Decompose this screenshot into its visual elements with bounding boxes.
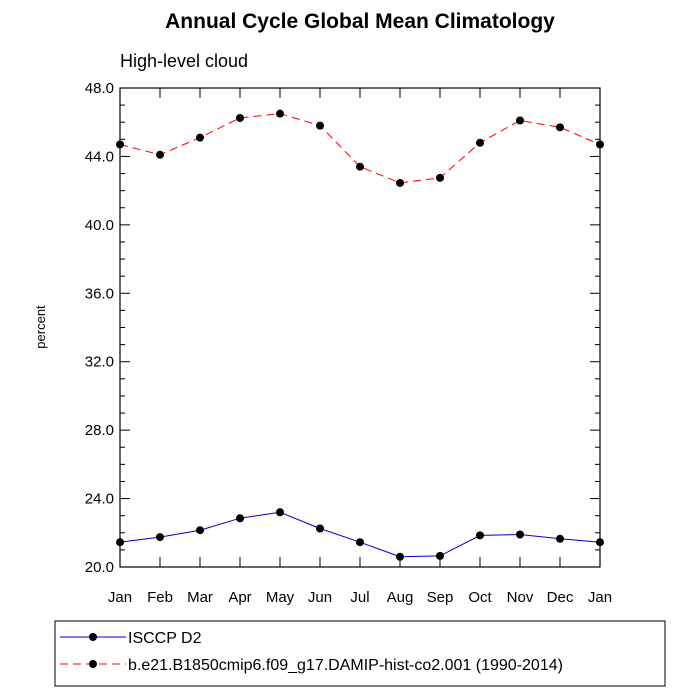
x-tick-labels: Jan Feb Mar Apr May Jun Jul Aug Sep Oct Nov Dec Jan bbox=[108, 589, 612, 606]
data-point-0 bbox=[276, 508, 284, 517]
y-tick-label: 28.0 bbox=[85, 422, 114, 439]
y-tick-label: 32.0 bbox=[85, 354, 114, 371]
data-point-0 bbox=[196, 526, 204, 535]
x-tick-label: Jun bbox=[308, 589, 332, 606]
chart-subtitle: High-level cloud bbox=[120, 51, 248, 71]
legend-label-1: b.e21.B1850cmip6.f09_g17.DAMIP-hist-co2.… bbox=[128, 657, 563, 674]
y-tick-label: 48.0 bbox=[85, 80, 114, 97]
data-point-1 bbox=[196, 133, 204, 142]
axis-ticks bbox=[119, 87, 601, 568]
legend-entries: ISCCP D2 b.e21.B1850cmip6.f09_g17.DAMIP-h… bbox=[60, 630, 563, 674]
data-point-0 bbox=[116, 538, 124, 547]
series-layer bbox=[116, 109, 604, 561]
x-tick-label: Feb bbox=[147, 589, 173, 606]
plot-frame bbox=[119, 87, 601, 568]
x-tick-label: May bbox=[266, 589, 295, 606]
y-tick-labels: 20.0 24.0 28.0 32.0 36.0 40.0 44.0 48.0 bbox=[85, 80, 114, 576]
data-point-1 bbox=[516, 116, 524, 125]
legend-box bbox=[54, 620, 666, 687]
x-tick-label: Jul bbox=[350, 589, 369, 606]
legend-marker-0 bbox=[89, 633, 97, 641]
x-tick-label: Apr bbox=[228, 589, 251, 606]
series-line-0 bbox=[119, 511, 601, 558]
data-point-1 bbox=[596, 140, 604, 149]
series-line-1 bbox=[119, 113, 601, 184]
x-tick-label: Jan bbox=[108, 589, 132, 606]
y-tick-label: 44.0 bbox=[85, 148, 114, 165]
legend-marker-1 bbox=[89, 660, 97, 668]
data-point-0 bbox=[316, 524, 324, 533]
data-point-0 bbox=[396, 552, 404, 561]
y-tick-label: 40.0 bbox=[85, 217, 114, 234]
data-point-0 bbox=[156, 533, 164, 542]
data-point-1 bbox=[276, 109, 284, 118]
data-point-1 bbox=[396, 178, 404, 187]
data-point-1 bbox=[476, 138, 484, 147]
data-point-0 bbox=[516, 530, 524, 539]
y-tick-label: 36.0 bbox=[85, 285, 114, 302]
legend: ISCCP D2 b.e21.B1850cmip6.f09_g17.DAMIP-h… bbox=[54, 620, 666, 687]
y-tick-label: 24.0 bbox=[85, 491, 114, 508]
x-tick-label: Sep bbox=[427, 589, 454, 606]
data-point-1 bbox=[436, 173, 444, 182]
y-tick-label: 20.0 bbox=[85, 559, 114, 576]
data-point-0 bbox=[436, 551, 444, 560]
x-tick-label: Aug bbox=[387, 589, 414, 606]
data-point-1 bbox=[236, 113, 244, 122]
x-tick-label: Mar bbox=[187, 589, 213, 606]
data-point-0 bbox=[476, 531, 484, 540]
x-tick-label: Jan bbox=[588, 589, 612, 606]
data-point-0 bbox=[596, 538, 604, 547]
data-point-1 bbox=[356, 162, 364, 171]
y-axis-label: percent bbox=[33, 305, 48, 349]
legend-label-0: ISCCP D2 bbox=[128, 630, 202, 647]
data-point-0 bbox=[236, 514, 244, 523]
data-point-1 bbox=[156, 150, 164, 159]
data-point-1 bbox=[316, 121, 324, 130]
data-point-0 bbox=[356, 538, 364, 547]
x-tick-label: Oct bbox=[468, 589, 492, 606]
data-point-1 bbox=[556, 123, 564, 132]
chart-title: Annual Cycle Global Mean Climatology bbox=[165, 10, 555, 33]
x-tick-label: Dec bbox=[547, 589, 574, 606]
x-tick-label: Nov bbox=[507, 589, 534, 606]
data-point-0 bbox=[556, 534, 564, 543]
data-point-1 bbox=[116, 140, 124, 149]
